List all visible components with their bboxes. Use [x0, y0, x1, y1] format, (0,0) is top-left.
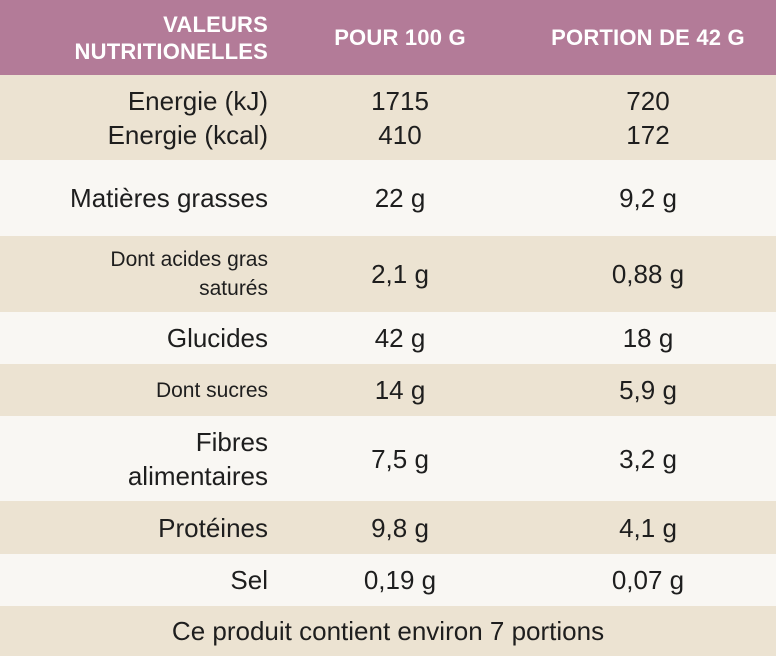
value-portion-kj: 720 [626, 85, 670, 116]
row-per100: 2,1 g [371, 259, 429, 289]
row-label: Glucides [166, 323, 268, 353]
row-portion: 4,1 g [619, 512, 677, 543]
label-line2: alimentaires [127, 460, 268, 491]
table-row-fat: Matières grasses 22 g 9,2 g [0, 160, 776, 236]
value-per100-kj: 1715 [371, 85, 429, 116]
row-label: Dont sucres [155, 378, 268, 402]
row-portion: 0,88 g [611, 259, 685, 289]
table-row-energy: Energie (kJ) Energie (kcal) 1715 410 720… [0, 75, 776, 160]
label-energy-kcal: Energie (kcal) [107, 119, 268, 150]
label-line2: saturés [199, 277, 268, 300]
header-col1-line2: NUTRITIONELLES [74, 38, 268, 64]
table-row-sugars: Dont sucres 14 g 5,9 g [0, 364, 776, 416]
table-row-salt: Sel 0,19 g 0,07 g [0, 554, 776, 606]
table-row-carbohydrates: Glucides 42 g 18 g [0, 312, 776, 364]
row-label: Matières grasses [70, 183, 268, 213]
table-row-fiber: Fibres alimentaires 7,5 g 3,2 g [0, 416, 776, 501]
row-per100: 0,19 g [363, 565, 437, 595]
row-per100: 7,5 g [371, 443, 429, 474]
row-portion: 18 g [622, 323, 674, 353]
table-footer: Ce produit contient environ 7 portions [0, 606, 776, 656]
row-per100: 22 g [374, 183, 426, 213]
row-portion: 5,9 g [619, 375, 677, 405]
value-per100-kcal: 410 [378, 119, 422, 150]
row-per100: 9,8 g [371, 512, 429, 543]
row-label: Dont acides gras saturés [0, 245, 280, 303]
row-portion: 3,2 g [619, 443, 677, 474]
row-label: Protéines [158, 512, 268, 543]
value-portion-kcal: 172 [626, 119, 670, 150]
row-portion: 0,07 g [611, 565, 685, 595]
table-row-saturated-fat: Dont acides gras saturés 2,1 g 0,88 g [0, 236, 776, 312]
header-per-100g: POUR 100 G [334, 24, 466, 50]
row-portion: 9,2 g [619, 183, 677, 213]
label-energy-kj: Energie (kJ) [127, 85, 268, 116]
row-label: Fibres alimentaires [0, 425, 280, 493]
header-per-portion: PORTION DE 42 G [551, 24, 745, 50]
table-header: VALEURS NUTRITIONELLES POUR 100 G PORTIO… [0, 0, 776, 75]
row-per100: 1715 410 [280, 84, 520, 152]
row-label: Sel [230, 565, 268, 595]
row-per100: 42 g [374, 323, 426, 353]
header-nutrition-values: VALEURS NUTRITIONELLES [0, 11, 280, 65]
row-portion: 720 172 [520, 84, 776, 152]
label-line1: Fibres [195, 426, 268, 457]
row-per100: 14 g [374, 375, 426, 405]
table-row-protein: Protéines 9,8 g 4,1 g [0, 501, 776, 554]
label-line1: Dont acides gras [110, 248, 268, 271]
header-col1-line1: VALEURS [163, 11, 268, 37]
row-label: Energie (kJ) Energie (kcal) [0, 84, 280, 152]
